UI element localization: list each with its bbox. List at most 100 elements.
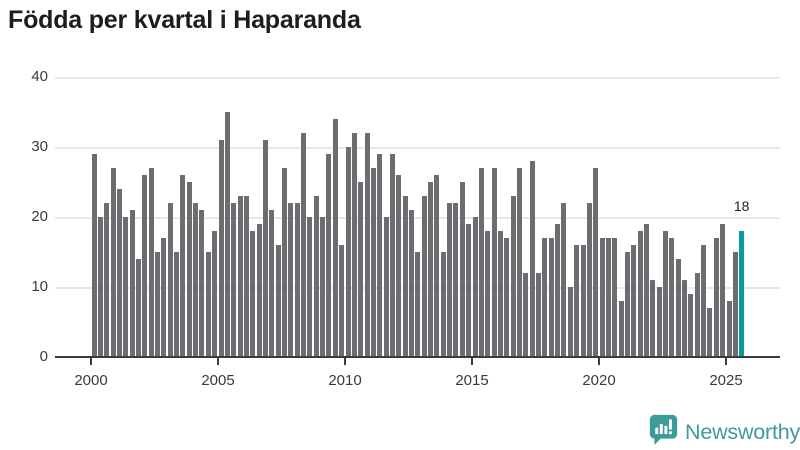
x-axis-label-2025: 2025	[709, 372, 743, 389]
bar	[358, 182, 364, 357]
chart-title: Födda per kvartal i Haparanda	[8, 6, 361, 34]
bar	[510, 196, 516, 357]
y-axis-label-40: 40	[31, 68, 48, 85]
bar	[637, 231, 643, 357]
bar	[459, 182, 465, 357]
x-axis-tick-2010	[344, 358, 346, 365]
y-axis-label-10: 10	[31, 278, 48, 295]
bar	[243, 196, 249, 357]
bar	[542, 238, 548, 357]
bar	[682, 280, 687, 357]
bar	[466, 224, 472, 357]
bar	[148, 168, 154, 357]
bar	[383, 217, 389, 357]
bar	[205, 252, 211, 357]
bar	[440, 252, 446, 357]
bar	[567, 287, 573, 357]
bar	[339, 245, 345, 357]
y-axis-label-20: 20	[31, 208, 48, 225]
bar	[135, 259, 141, 357]
x-axis-label-2020: 2020	[582, 372, 616, 389]
x-axis-tick-2005	[217, 358, 219, 365]
bar	[307, 217, 313, 357]
bar	[726, 301, 732, 357]
bar	[180, 175, 186, 357]
bar	[485, 231, 491, 357]
y-axis-label-30: 30	[31, 138, 48, 155]
bar	[313, 196, 319, 357]
bar	[529, 161, 535, 357]
bar	[478, 168, 484, 357]
bar	[116, 189, 122, 357]
bar	[643, 224, 649, 357]
bar	[224, 112, 230, 357]
bar	[612, 238, 618, 357]
bar	[288, 203, 294, 357]
bar	[593, 168, 599, 357]
bar	[320, 217, 326, 357]
bar	[123, 217, 129, 357]
x-axis-label-2010: 2010	[328, 372, 362, 389]
bar	[409, 210, 414, 357]
bar	[421, 196, 427, 357]
x-axis-label-2015: 2015	[455, 372, 489, 389]
bar	[269, 210, 275, 357]
newsworthy-badge-icon	[648, 413, 679, 450]
bar	[504, 238, 510, 357]
bar	[129, 210, 135, 357]
bar	[497, 231, 503, 357]
bar	[561, 203, 567, 357]
bar	[364, 133, 370, 357]
bar	[155, 252, 160, 357]
bar	[624, 252, 630, 357]
bar	[282, 168, 287, 357]
bar	[396, 175, 402, 357]
bar	[415, 252, 421, 357]
bar	[447, 203, 453, 357]
bar	[656, 287, 662, 357]
bar	[218, 140, 224, 357]
bar	[720, 224, 726, 357]
bar	[351, 133, 357, 357]
bar	[453, 203, 459, 357]
bar	[110, 168, 116, 357]
bar	[301, 133, 306, 357]
bar	[167, 203, 173, 357]
bar	[389, 154, 395, 357]
bar	[669, 238, 675, 357]
bar	[491, 168, 497, 357]
x-axis-tick-2015	[471, 358, 473, 365]
bar	[428, 182, 433, 357]
highlight-value-label: 18	[733, 198, 750, 214]
gridline-y-20	[55, 217, 780, 219]
bar	[688, 294, 694, 357]
bar	[574, 245, 580, 357]
bar	[707, 308, 713, 357]
newsworthy-logo: Newsworthy	[648, 413, 800, 450]
bar	[517, 168, 522, 357]
bar	[326, 154, 332, 357]
bar	[732, 252, 738, 357]
bar	[586, 203, 592, 357]
bar	[97, 217, 103, 357]
bar	[402, 196, 408, 357]
bar	[231, 203, 237, 357]
bar	[663, 231, 668, 357]
gridline-y-40	[55, 77, 780, 79]
bar	[580, 245, 586, 357]
bar	[618, 301, 624, 357]
bar	[701, 245, 707, 357]
newsworthy-logo-text: Newsworthy	[685, 419, 800, 444]
x-axis-tick-2000	[90, 358, 92, 365]
x-axis-tick-2025	[725, 358, 727, 365]
bar	[237, 196, 243, 357]
gridline-y-30	[55, 147, 780, 149]
bar	[186, 182, 192, 357]
bar	[174, 252, 180, 357]
x-axis-label-2005: 2005	[201, 372, 235, 389]
bar	[256, 224, 262, 357]
bar	[161, 238, 167, 357]
bar	[262, 140, 268, 357]
bar	[142, 175, 148, 357]
bar	[675, 259, 681, 357]
